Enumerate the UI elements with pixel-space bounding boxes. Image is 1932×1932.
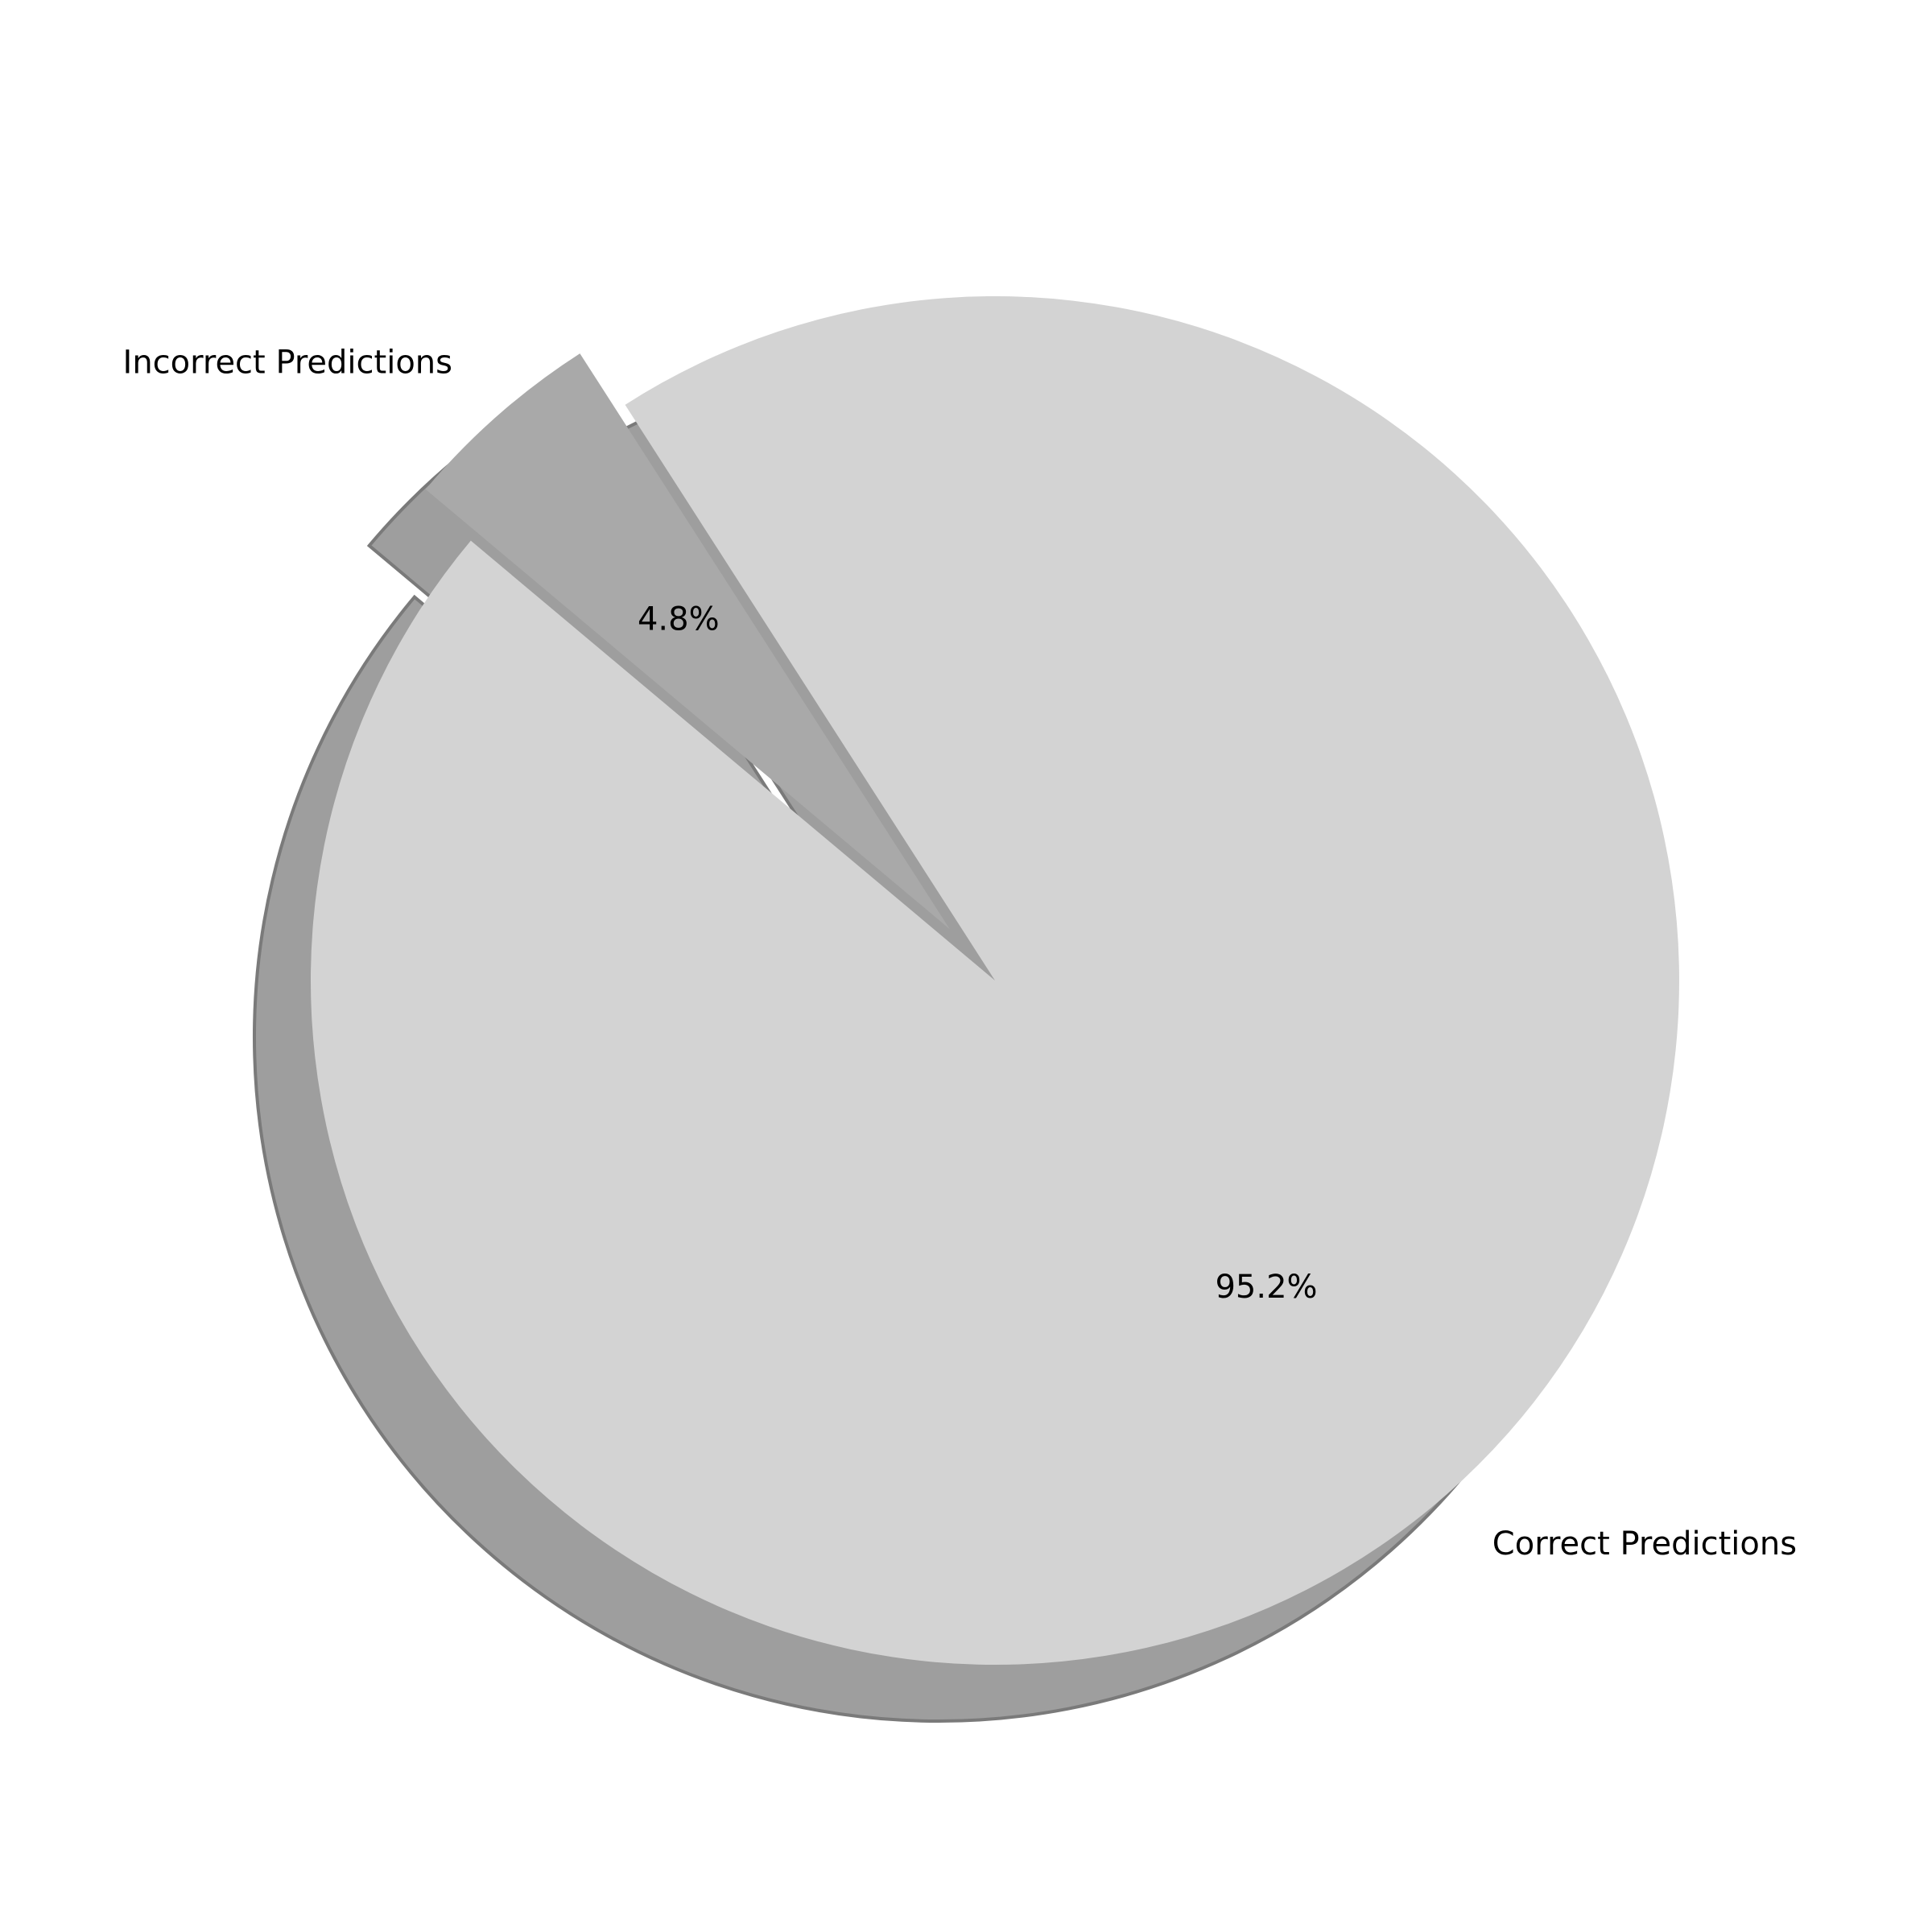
percent-label-correct-predictions: 95.2% — [1215, 1269, 1317, 1306]
slice-layer — [310, 296, 1679, 1666]
category-label-incorrect-predictions: Incorrect Predictions — [123, 344, 452, 381]
pie-slice-incorrect-predictions — [425, 353, 950, 930]
category-label-correct-predictions: Correct Predictions — [1492, 1525, 1797, 1563]
pie-slice-correct-predictions — [310, 296, 1679, 1666]
label-layer: Correct Predictions 95.2% Incorrect Predic… — [123, 344, 1798, 1562]
percent-label-incorrect-predictions: 4.8% — [638, 601, 720, 638]
